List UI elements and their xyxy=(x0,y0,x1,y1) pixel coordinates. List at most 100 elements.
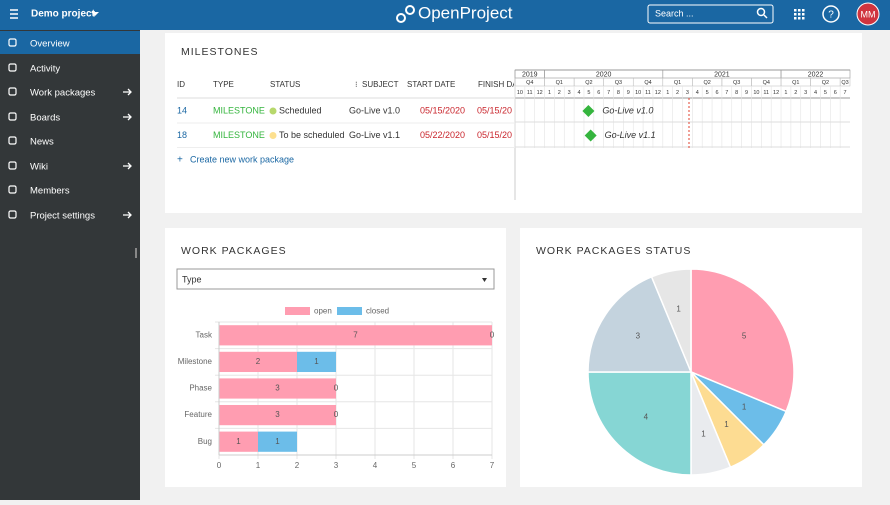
month-label: 8 xyxy=(735,90,738,96)
pie-slice[interactable] xyxy=(587,371,692,476)
month-label: 3 xyxy=(804,90,807,96)
pie-slice[interactable] xyxy=(587,275,693,373)
menu-icon xyxy=(8,63,17,72)
quarter-label: Q3 xyxy=(615,80,622,86)
cell: Go-Live v1.0 xyxy=(349,105,400,115)
project-name[interactable]: Demo project xyxy=(31,9,96,20)
month-label: 6 xyxy=(834,90,837,96)
month-label: 8 xyxy=(617,90,620,96)
x-tick-label: 6 xyxy=(451,461,456,470)
year-label: 2020 xyxy=(596,71,612,78)
status-dot xyxy=(269,132,277,139)
sort-icon: ⁝ xyxy=(355,80,358,89)
year-label: 2022 xyxy=(808,71,824,78)
month-label: 10 xyxy=(753,90,759,96)
legend-label: closed xyxy=(366,307,389,316)
quarter-cell xyxy=(839,77,851,87)
menu-icon xyxy=(8,136,17,145)
menu-item[interactable]: Members xyxy=(30,186,70,197)
legend-swatch xyxy=(337,307,362,315)
submenu-arrow xyxy=(123,88,132,96)
pie-slice[interactable] xyxy=(690,268,795,413)
month-label: 9 xyxy=(627,90,630,96)
cell: 05/15/2020 xyxy=(420,105,465,115)
month-label: 10 xyxy=(517,90,523,96)
modules-icon[interactable] xyxy=(794,9,805,20)
milestone-diamond[interactable] xyxy=(584,129,597,142)
month-label: 6 xyxy=(597,90,600,96)
month-label: 3 xyxy=(568,90,571,96)
month-label: 2 xyxy=(558,90,561,96)
type-select[interactable] xyxy=(176,268,495,290)
month-label: 9 xyxy=(745,90,748,96)
month-label: 2 xyxy=(794,90,797,96)
bar[interactable] xyxy=(219,431,258,452)
milestone-diamond[interactable] xyxy=(582,105,595,117)
quarter-label: Q1 xyxy=(674,80,681,86)
pie-slice[interactable] xyxy=(650,268,692,373)
quarter-label: Q1 xyxy=(556,80,563,86)
dropdown-arrow xyxy=(91,12,99,16)
submenu-arrow xyxy=(123,211,132,219)
year-label: 2021 xyxy=(714,71,730,78)
column-header: ID xyxy=(177,80,185,89)
create-link[interactable]: Create new work package xyxy=(190,154,294,164)
cell: MILESTONE xyxy=(213,130,265,140)
select-arrow xyxy=(482,278,487,282)
cell: Scheduled xyxy=(279,105,322,115)
month-label: 12 xyxy=(537,90,543,96)
avatar-initials: MM xyxy=(861,9,876,19)
bar[interactable] xyxy=(219,378,336,399)
month-label: 6 xyxy=(715,90,718,96)
x-tick-label: 1 xyxy=(256,461,261,470)
cell[interactable]: 14 xyxy=(177,105,187,115)
legend-swatch xyxy=(285,307,310,315)
menu-item[interactable]: Wiki xyxy=(30,162,48,173)
month-label: 7 xyxy=(844,90,847,96)
bar[interactable] xyxy=(219,351,297,373)
month-label: 5 xyxy=(706,90,709,96)
quarter-label: Q4 xyxy=(763,80,770,86)
y-tick-label: Bug xyxy=(198,437,212,446)
month-label: 11 xyxy=(527,90,533,96)
cell[interactable]: 18 xyxy=(177,130,187,140)
menu-item[interactable]: Work packages xyxy=(30,88,96,99)
search-box[interactable] xyxy=(647,4,774,24)
logo-icon xyxy=(396,5,415,23)
bar[interactable] xyxy=(219,325,492,346)
menu-item[interactable]: Activity xyxy=(30,64,60,75)
month-label: 3 xyxy=(686,90,689,96)
quarter-label: Q4 xyxy=(526,80,533,86)
month-label: 7 xyxy=(607,90,610,96)
cell: 05/15/20 xyxy=(477,130,512,140)
column-header: TYPE xyxy=(213,80,234,89)
menu-item[interactable]: News xyxy=(30,137,54,148)
month-label: 1 xyxy=(784,90,787,96)
logo[interactable]: OpenProject xyxy=(418,3,513,22)
month-label: 11 xyxy=(645,90,651,96)
menu-item[interactable]: Project settings xyxy=(30,211,95,222)
quarter-label: Q4 xyxy=(644,80,651,86)
cell: 05/22/2020 xyxy=(420,130,465,140)
avatar[interactable] xyxy=(856,2,880,26)
bar[interactable] xyxy=(219,404,336,426)
year-label: 2019 xyxy=(522,71,538,78)
value-label: 4 xyxy=(644,412,649,421)
card-title: WORK PACKAGES xyxy=(181,245,287,257)
help-icon[interactable] xyxy=(822,5,840,23)
x-tick-label: 0 xyxy=(217,461,222,470)
y-tick-label: Phase xyxy=(189,384,212,393)
menu-icon xyxy=(8,185,17,194)
bar[interactable] xyxy=(297,351,336,373)
bar[interactable] xyxy=(258,431,297,452)
resize-handle[interactable] xyxy=(135,248,137,258)
value-label: 7 xyxy=(353,330,358,339)
month-label: 2 xyxy=(676,90,679,96)
month-label: 5 xyxy=(587,90,590,96)
menu-item[interactable]: Overview xyxy=(30,39,70,50)
menu-item[interactable]: Boards xyxy=(30,113,60,124)
menu-icon[interactable] xyxy=(10,9,18,19)
value-label: 5 xyxy=(742,332,747,341)
x-tick-label: 7 xyxy=(490,461,495,470)
